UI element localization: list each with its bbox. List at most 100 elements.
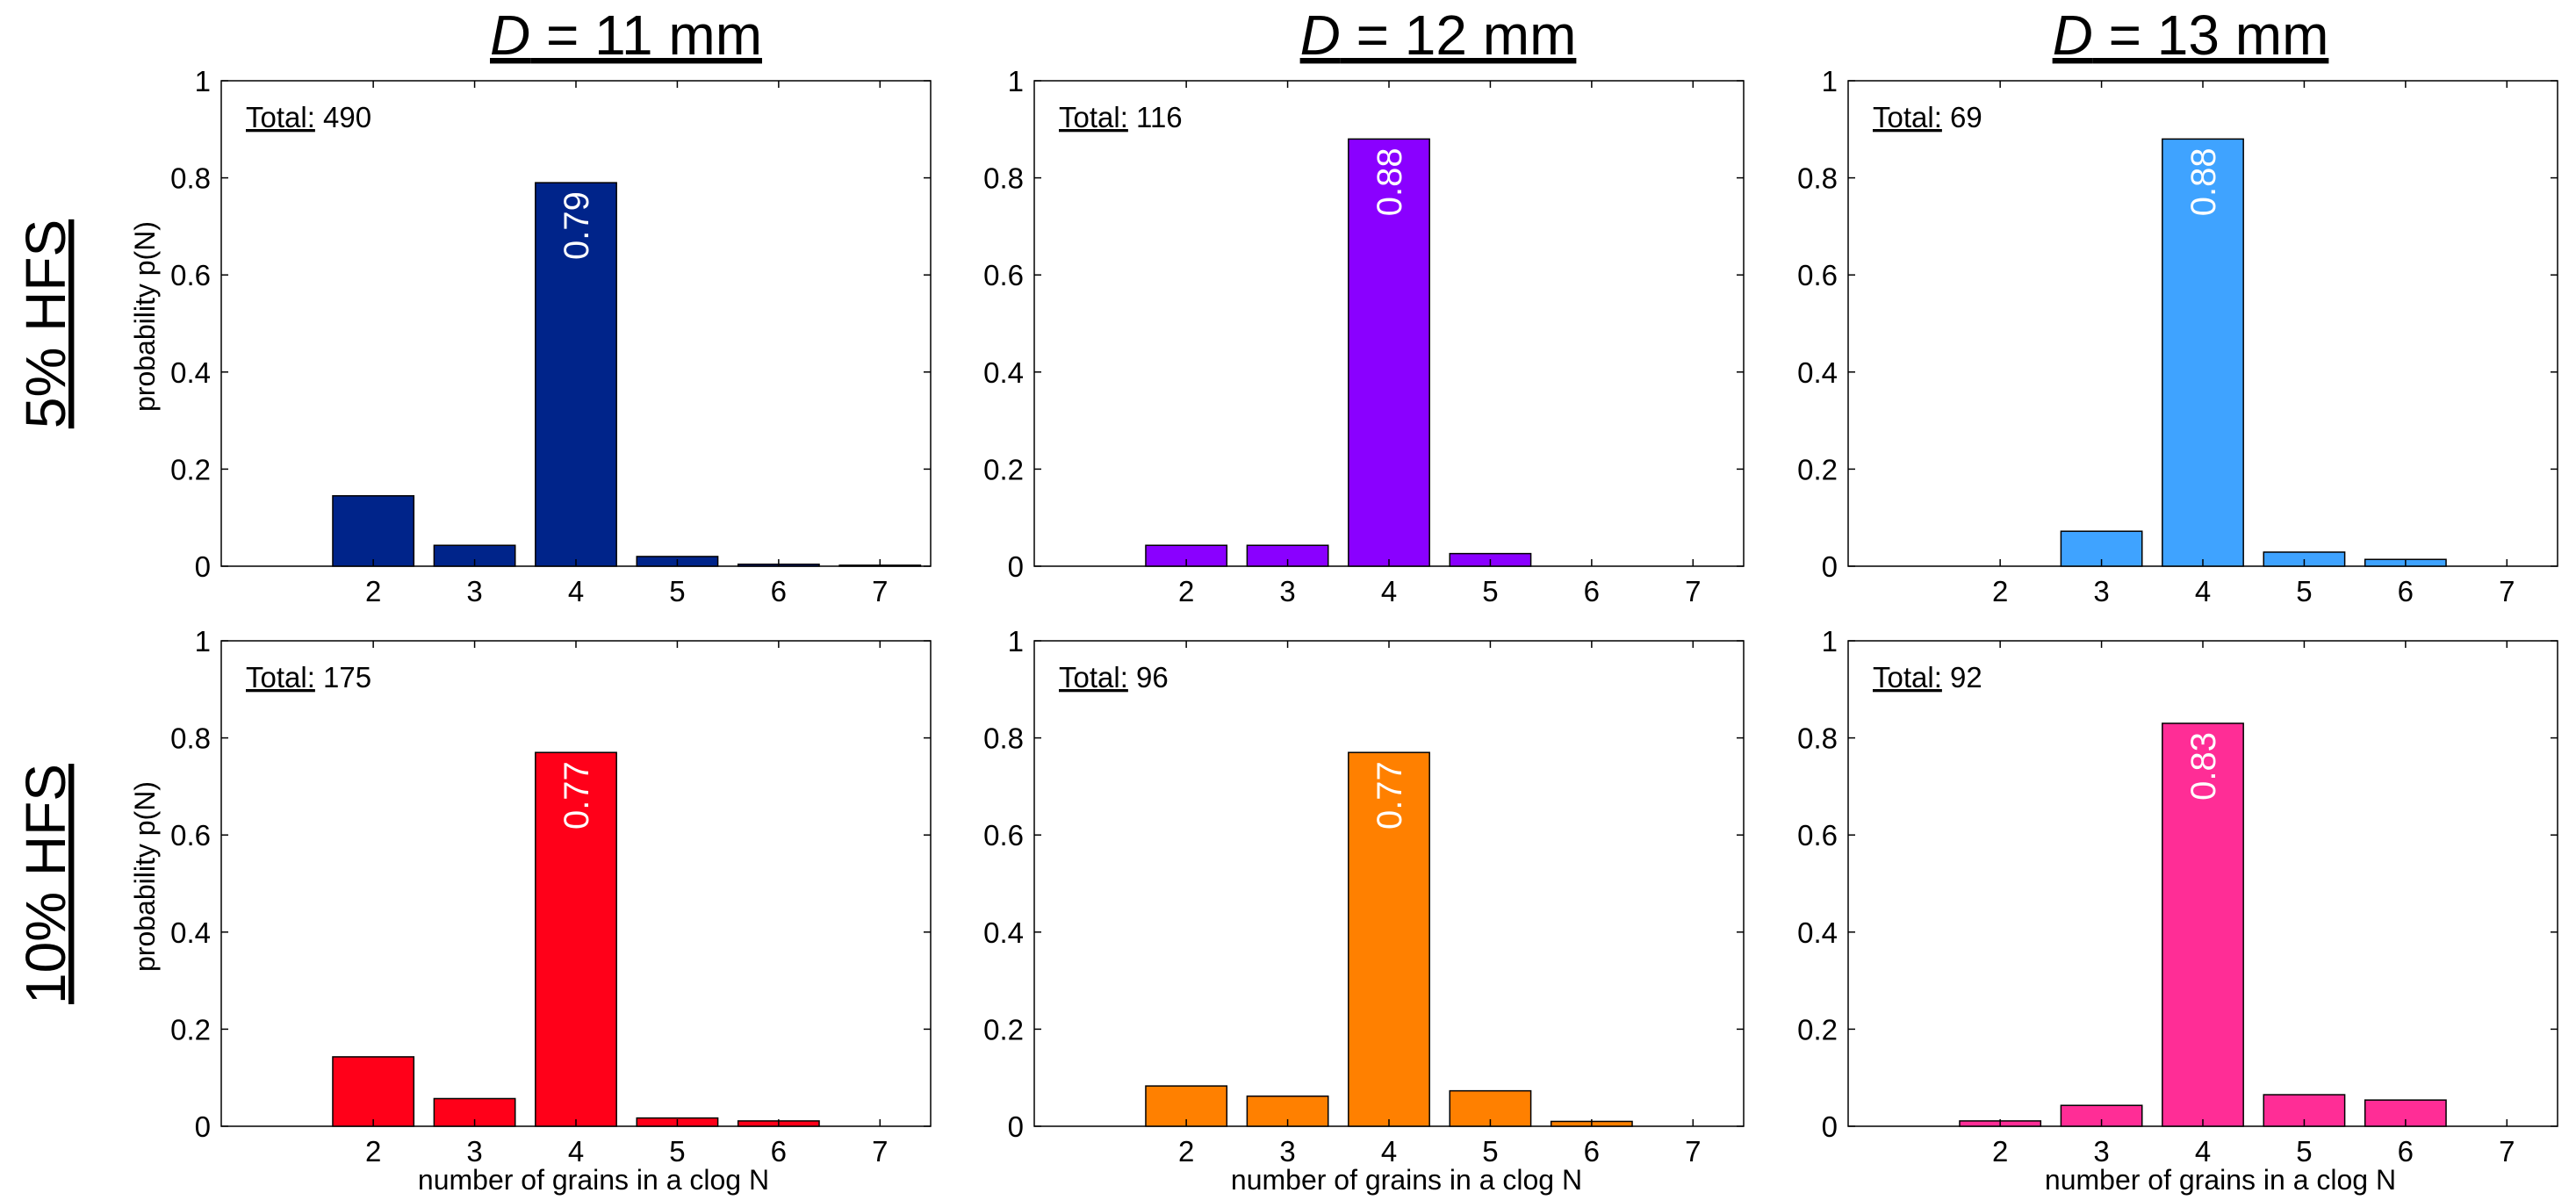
- y-tick-label: 0.4: [1797, 916, 1838, 949]
- y-tick-label: 0.8: [983, 162, 1024, 195]
- x-tick-label: 5: [1482, 575, 1498, 607]
- y-tick-label: 0.6: [170, 819, 211, 851]
- x-tick-label: 5: [2296, 1135, 2312, 1168]
- y-tick-label: 0: [1008, 550, 1024, 583]
- x-tick-label: 5: [1482, 1135, 1498, 1168]
- y-tick-label: 0.4: [170, 916, 211, 949]
- y-axis-label: probability p(N): [129, 781, 161, 972]
- peak-value-label: 0.88: [2184, 147, 2223, 216]
- panel-10pct-d11: 0 0.2 0.4 0.6 0.8 1 2 3 4 5 6 7 0.77 Total: 175 probab…: [129, 625, 932, 1196]
- panel-5pct-d12: 0 0.2 0.4 0.6 0.8 1 2 3 4 5 6 7 0.88 Total: 116: [983, 65, 1745, 607]
- column-heading-d11: D = 11 mm: [490, 4, 762, 67]
- y-tick-label: 0.6: [1797, 259, 1838, 291]
- total-value: 175: [315, 661, 371, 693]
- total-value: 92: [1942, 661, 1982, 693]
- total-label: Total:: [246, 101, 315, 133]
- x-tick-label: 4: [568, 1135, 584, 1168]
- y-tick-label: 1: [1822, 625, 1838, 657]
- y-tick-label: 0.2: [983, 1013, 1024, 1046]
- y-tick-label: 0.6: [170, 259, 211, 291]
- total-annotation: Total: 175: [246, 661, 371, 693]
- y-tick-label: 0.8: [170, 162, 211, 195]
- total-value: 116: [1128, 101, 1183, 133]
- x-tick-label: 3: [2093, 1135, 2109, 1168]
- y-tick-label: 0.4: [1797, 356, 1838, 389]
- y-tick-label: 1: [1008, 625, 1024, 657]
- peak-value-label: 0.79: [558, 191, 596, 260]
- total-label: Total:: [246, 661, 315, 693]
- column-heading-variable: D: [1300, 4, 1341, 67]
- x-axis-label: number of grains in a clog N: [418, 1164, 769, 1196]
- x-tick-label: 3: [466, 575, 482, 607]
- peak-value-label: 0.88: [1371, 147, 1409, 216]
- y-tick-label: 0.4: [170, 356, 211, 389]
- y-tick-label: 0.6: [1797, 819, 1838, 851]
- total-annotation: Total: 96: [1059, 661, 1169, 693]
- panel-10pct-d13: 0 0.2 0.4 0.6 0.8 1 2 3 4 5 6 7 0.83 Total: 92 number …: [1797, 625, 2558, 1196]
- x-tick-label: 4: [2195, 575, 2211, 607]
- x-tick-label: 4: [2195, 1135, 2211, 1168]
- x-tick-label: 3: [2093, 575, 2109, 607]
- x-tick-label: 4: [568, 575, 584, 607]
- x-tick-label: 2: [1992, 575, 2008, 607]
- x-tick-label: 2: [1178, 575, 1194, 607]
- y-tick-label: 0: [1008, 1110, 1024, 1143]
- y-tick-label: 0.2: [1797, 1013, 1838, 1046]
- bar: [2162, 722, 2244, 1127]
- total-annotation: Total: 92: [1873, 661, 1982, 693]
- total-annotation: Total: 69: [1873, 101, 1982, 133]
- column-heading-d13: D = 13 mm: [2053, 4, 2329, 67]
- y-tick-label: 0.8: [1797, 162, 1838, 195]
- row-heading-10pct-hfs: 10% HFS: [14, 764, 77, 1004]
- x-tick-label: 6: [2398, 575, 2414, 607]
- x-tick-label: 5: [669, 1135, 685, 1168]
- total-label: Total:: [1873, 101, 1942, 133]
- total-value: 96: [1128, 661, 1169, 693]
- x-tick-label: 7: [2499, 1135, 2515, 1168]
- x-tick-label: 3: [466, 1135, 482, 1168]
- x-tick-label: 6: [1584, 1135, 1600, 1168]
- y-tick-label: 0.4: [983, 916, 1024, 949]
- x-tick-label: 2: [1992, 1135, 2008, 1168]
- x-tick-label: 2: [365, 1135, 381, 1168]
- panel-10pct-d12: 0 0.2 0.4 0.6 0.8 1 2 3 4 5 6 7 0.77 Total: 96 number …: [983, 625, 1745, 1196]
- row-heading-5pct-hfs: 5% HFS: [14, 219, 77, 428]
- x-axis-label: number of grains in a clog N: [1231, 1164, 1582, 1196]
- column-heading-value: = 12 mm: [1341, 4, 1577, 67]
- bar: [535, 751, 617, 1127]
- total-label: Total:: [1059, 101, 1128, 133]
- bar: [2162, 138, 2244, 567]
- bar: [332, 1056, 415, 1127]
- bar: [535, 182, 617, 567]
- y-tick-label: 0: [1822, 1110, 1838, 1143]
- x-tick-label: 7: [2499, 575, 2515, 607]
- y-tick-label: 0.4: [983, 356, 1024, 389]
- y-tick-label: 0.2: [170, 1013, 211, 1046]
- panel-5pct-d13: 0 0.2 0.4 0.6 0.8 1 2 3 4 5 6 7 0.88 Total: 69: [1797, 65, 2558, 607]
- y-tick-label: 0.2: [170, 453, 211, 485]
- y-tick-label: 0: [195, 550, 211, 583]
- x-tick-label: 5: [2296, 575, 2312, 607]
- x-tick-label: 3: [1279, 575, 1295, 607]
- y-axis-label: probability p(N): [129, 221, 161, 412]
- y-tick-label: 1: [1008, 65, 1024, 97]
- x-tick-label: 7: [1685, 575, 1701, 607]
- y-tick-label: 1: [1822, 65, 1838, 97]
- y-tick-label: 0.2: [1797, 453, 1838, 485]
- column-heading-value: = 11 mm: [530, 4, 762, 67]
- peak-value-label: 0.77: [1371, 761, 1409, 830]
- y-tick-label: 1: [195, 65, 211, 97]
- column-heading-variable: D: [490, 4, 530, 67]
- total-value: 69: [1942, 101, 1982, 133]
- x-tick-label: 5: [669, 575, 685, 607]
- x-tick-label: 7: [872, 1135, 888, 1168]
- y-tick-label: 1: [195, 625, 211, 657]
- x-tick-label: 4: [1381, 575, 1397, 607]
- bar: [1246, 1095, 1329, 1127]
- column-heading-value: = 13 mm: [2093, 4, 2329, 67]
- total-annotation: Total: 490: [246, 101, 371, 133]
- y-tick-label: 0.6: [983, 819, 1024, 851]
- y-tick-label: 0: [1822, 550, 1838, 583]
- x-tick-label: 2: [1178, 1135, 1194, 1168]
- x-tick-label: 6: [771, 1135, 787, 1168]
